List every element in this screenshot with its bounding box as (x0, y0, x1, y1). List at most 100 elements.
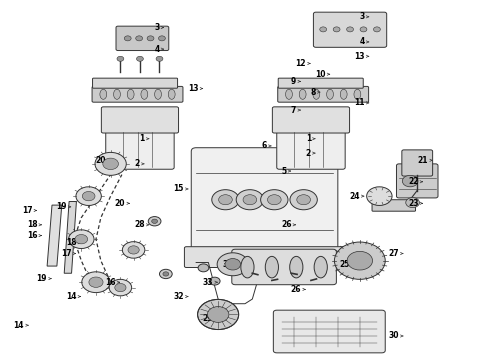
FancyBboxPatch shape (396, 164, 438, 198)
Circle shape (198, 264, 209, 272)
FancyBboxPatch shape (101, 107, 178, 133)
Text: 1: 1 (306, 134, 311, 143)
Text: 33: 33 (203, 278, 213, 287)
Ellipse shape (340, 89, 347, 99)
FancyBboxPatch shape (278, 78, 363, 88)
Circle shape (69, 230, 94, 248)
Text: 16: 16 (105, 278, 116, 287)
Circle shape (124, 36, 131, 41)
Text: 28: 28 (134, 220, 145, 229)
Circle shape (156, 56, 163, 61)
Circle shape (347, 251, 372, 270)
Text: 17: 17 (61, 249, 72, 258)
Circle shape (136, 36, 143, 41)
Circle shape (122, 242, 145, 258)
Circle shape (207, 307, 229, 322)
Circle shape (137, 56, 144, 61)
Polygon shape (64, 202, 76, 273)
Circle shape (103, 158, 119, 170)
Text: 23: 23 (408, 199, 418, 208)
Text: 12: 12 (295, 59, 306, 68)
Ellipse shape (327, 89, 333, 99)
Circle shape (334, 242, 385, 279)
Text: 24: 24 (349, 192, 360, 201)
Text: 32: 32 (173, 292, 184, 301)
Ellipse shape (168, 89, 175, 99)
Text: 29: 29 (203, 314, 213, 323)
Ellipse shape (299, 89, 306, 99)
Circle shape (402, 175, 418, 187)
Circle shape (82, 272, 110, 293)
Ellipse shape (141, 89, 148, 99)
Text: 4: 4 (154, 45, 159, 54)
Text: 14: 14 (66, 292, 76, 301)
Text: 1: 1 (140, 134, 145, 143)
FancyBboxPatch shape (273, 310, 385, 353)
FancyBboxPatch shape (272, 107, 349, 133)
Circle shape (373, 27, 380, 32)
Circle shape (225, 258, 241, 270)
Text: 17: 17 (22, 206, 32, 215)
FancyBboxPatch shape (184, 247, 344, 267)
Text: 18: 18 (27, 220, 37, 229)
Text: 7: 7 (291, 105, 296, 114)
Text: 26: 26 (291, 285, 301, 294)
Text: 18: 18 (66, 238, 76, 247)
Circle shape (159, 36, 165, 41)
FancyBboxPatch shape (106, 130, 174, 169)
Circle shape (75, 234, 88, 244)
Text: 3: 3 (360, 12, 365, 21)
Text: 5: 5 (281, 167, 287, 176)
Circle shape (320, 27, 327, 32)
Circle shape (109, 279, 132, 296)
Text: 2: 2 (135, 159, 140, 168)
FancyBboxPatch shape (278, 86, 368, 102)
Text: 31: 31 (222, 260, 233, 269)
Ellipse shape (155, 89, 161, 99)
Circle shape (95, 152, 126, 175)
Text: 14: 14 (14, 321, 24, 330)
Ellipse shape (314, 256, 327, 278)
Circle shape (115, 283, 126, 292)
Circle shape (209, 277, 220, 285)
Circle shape (217, 253, 248, 276)
FancyBboxPatch shape (314, 12, 387, 47)
Circle shape (76, 187, 101, 206)
Text: 16: 16 (27, 231, 37, 240)
Text: 4: 4 (360, 37, 365, 46)
FancyBboxPatch shape (116, 26, 169, 50)
Text: 9: 9 (291, 77, 296, 86)
Circle shape (147, 36, 154, 41)
Text: 22: 22 (408, 177, 418, 186)
Text: 3: 3 (154, 23, 159, 32)
Text: 10: 10 (315, 70, 326, 79)
FancyBboxPatch shape (372, 200, 416, 211)
Text: 20: 20 (95, 156, 106, 165)
Circle shape (268, 195, 281, 205)
Text: 11: 11 (354, 98, 365, 107)
Circle shape (333, 27, 340, 32)
Text: 30: 30 (389, 332, 399, 341)
FancyBboxPatch shape (191, 148, 338, 255)
Circle shape (128, 246, 139, 254)
Text: 13: 13 (188, 84, 198, 93)
Circle shape (159, 269, 172, 279)
Text: 2: 2 (306, 149, 311, 158)
Circle shape (297, 195, 311, 205)
Ellipse shape (290, 256, 303, 278)
Circle shape (82, 192, 95, 201)
Circle shape (219, 195, 232, 205)
Circle shape (290, 190, 318, 210)
Circle shape (89, 277, 103, 287)
Text: 26: 26 (281, 220, 292, 229)
Circle shape (243, 195, 257, 205)
Ellipse shape (100, 89, 107, 99)
Text: 25: 25 (340, 260, 350, 269)
FancyBboxPatch shape (92, 86, 183, 102)
Ellipse shape (313, 89, 320, 99)
Text: 20: 20 (115, 199, 125, 208)
Circle shape (148, 217, 161, 226)
Polygon shape (47, 205, 62, 266)
Circle shape (163, 272, 169, 276)
Circle shape (367, 187, 392, 206)
